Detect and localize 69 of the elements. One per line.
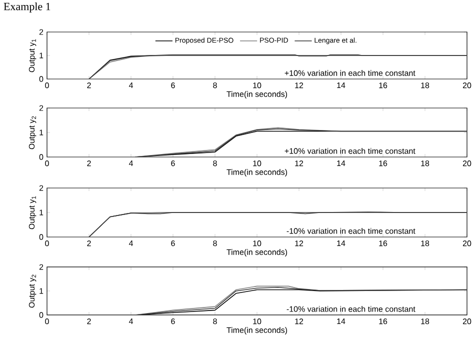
x-tick-label: 0	[45, 318, 49, 324]
x-tick-label: 16	[379, 160, 388, 166]
x-tick-label: 8	[213, 82, 217, 88]
x-tick-label: 20	[462, 318, 472, 324]
x-tick-label: 2	[87, 82, 91, 88]
chart-title: Example 1	[4, 2, 50, 12]
y-tick-label: 2	[39, 105, 44, 111]
x-tick-label: 18	[421, 318, 430, 324]
x-tick-label: 2	[87, 160, 91, 166]
x-tick-label: 4	[128, 82, 133, 88]
x-tick-label: 2	[87, 318, 91, 324]
x-tick-label: 12	[295, 240, 304, 246]
x-tick-label: 6	[171, 160, 175, 166]
y-tick-label: 2	[39, 264, 44, 270]
x-axis-title: Time(in seconds)	[226, 327, 288, 335]
x-tick-label: 18	[421, 160, 430, 166]
x-tick-label: 8	[213, 160, 217, 166]
y-tick-label: 0	[39, 154, 44, 160]
x-tick-label: 16	[379, 318, 388, 324]
y-axis-title: Output y$_{2}$	[28, 116, 36, 150]
x-tick-label: 10	[253, 240, 262, 246]
y-axis-title: Output y$_{1}$	[28, 196, 36, 230]
x-tick-label: 0	[45, 160, 49, 166]
y-tick-label: 1	[40, 288, 44, 294]
x-tick-label: 6	[171, 318, 175, 324]
y-tick-label: 0	[39, 234, 44, 240]
x-tick-label: 10	[253, 82, 262, 88]
x-tick-label: 0	[45, 82, 49, 88]
y-tick-label: 1	[40, 52, 44, 58]
annotation: -10% variation in each time constant	[286, 228, 416, 234]
y-axis-title: Output y$_{1}$	[28, 39, 36, 72]
annotation: +10% variation in each time constant	[284, 148, 416, 154]
y-tick-label: 0	[39, 312, 44, 318]
y-tick-label: 1	[40, 210, 44, 216]
y-tick-label: 1	[40, 130, 44, 136]
x-tick-label: 10	[253, 318, 262, 324]
x-tick-label: 18	[421, 82, 430, 88]
x-tick-label: 20	[462, 82, 472, 88]
x-axis-title: Time(in seconds)	[226, 249, 288, 257]
x-tick-label: 2	[87, 240, 91, 246]
x-axis-title: Time(in seconds)	[226, 169, 288, 177]
x-tick-label: 20	[462, 240, 472, 246]
x-tick-label: 16	[379, 240, 388, 246]
y-tick-label: 0	[39, 76, 44, 82]
x-tick-label: 14	[337, 82, 346, 88]
y-tick-label: 2	[39, 185, 44, 191]
x-tick-label: 8	[213, 318, 217, 324]
annotation: -10% variation in each time constant	[286, 306, 416, 312]
x-tick-label: 4	[128, 160, 133, 166]
x-tick-label: 18	[421, 240, 430, 246]
x-tick-label: 6	[171, 82, 175, 88]
x-tick-label: 14	[337, 240, 346, 246]
annotation: +10% variation in each time constant	[284, 70, 416, 76]
x-tick-label: 12	[295, 318, 304, 324]
x-tick-label: 12	[295, 160, 304, 166]
x-axis-title: Time(in seconds)	[226, 91, 288, 99]
x-tick-label: 8	[213, 240, 217, 246]
x-tick-label: 20	[462, 160, 472, 166]
x-tick-label: 4	[128, 240, 133, 246]
x-tick-label: 6	[171, 240, 175, 246]
x-tick-label: 14	[337, 160, 346, 166]
x-tick-label: 14	[337, 318, 346, 324]
x-tick-label: 16	[379, 82, 388, 88]
x-tick-label: 4	[128, 318, 133, 324]
y-axis-title: Output y$_{2}$	[28, 274, 36, 308]
x-tick-label: 12	[295, 82, 304, 88]
y-tick-label: 2	[39, 29, 44, 35]
x-tick-label: 0	[45, 240, 49, 246]
x-tick-label: 10	[253, 160, 262, 166]
